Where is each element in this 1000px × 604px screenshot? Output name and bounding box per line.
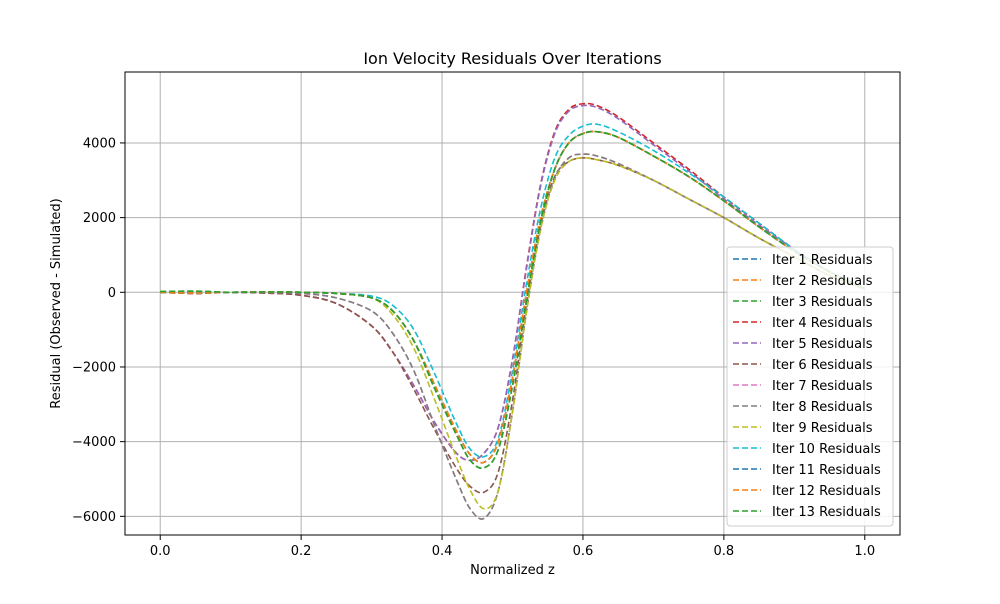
x-tick-label: 0.8 [714, 544, 735, 559]
x-tick-label: 0.4 [432, 544, 453, 559]
series-line-iter-10 [160, 123, 866, 458]
x-tick-label: 0.6 [573, 544, 594, 559]
x-axis-label: Normalized z [470, 563, 555, 578]
series-line-iter-9 [160, 157, 866, 510]
x-tick-label: 1.0 [854, 544, 875, 559]
legend-label: Iter 3 Residuals [772, 295, 873, 310]
axis-ticks: 0.0 0.2 0.4 0.6 0.8 1.0 −6000 −4000 −2000 0 2000 40… [72, 136, 875, 559]
y-tick-label: 2000 [83, 211, 116, 226]
legend-label: Iter 4 Residuals [772, 316, 873, 331]
legend-label: Iter 5 Residuals [772, 337, 873, 352]
x-tick-label: 0.2 [291, 544, 312, 559]
legend-label: Iter 12 Residuals [772, 484, 881, 499]
legend-label: Iter 2 Residuals [772, 274, 873, 289]
legend-label: Iter 13 Residuals [772, 505, 881, 520]
legend-label: Iter 6 Residuals [772, 358, 873, 373]
y-tick-label: −2000 [72, 360, 116, 375]
series-line-iter-5 [160, 104, 866, 462]
plot-frame [124, 71, 901, 536]
legend-label: Iter 10 Residuals [772, 442, 881, 457]
legend-label: Iter 7 Residuals [772, 379, 873, 394]
x-tick-label: 0.0 [150, 544, 171, 559]
y-tick-label: 4000 [83, 136, 116, 151]
series-lines [160, 102, 866, 520]
series-line-iter-13 [160, 130, 866, 470]
legend-box [726, 246, 894, 527]
legend-label: Iter 9 Residuals [772, 421, 873, 436]
y-tick-label: −4000 [72, 435, 116, 450]
legend-label: Iter 8 Residuals [772, 400, 873, 415]
legend-label: Iter 11 Residuals [772, 463, 881, 478]
chart-title: Ion Velocity Residuals Over Iterations [363, 49, 661, 68]
legend-label: Iter 1 Residuals [772, 253, 873, 268]
y-tick-label: −6000 [72, 510, 116, 525]
y-tick-label: 0 [108, 286, 116, 301]
y-axis-label: Residual (Observed - Simulated) [49, 198, 64, 408]
legend: Iter 1 Residuals Iter 2 Residuals Iter 3 R… [726, 246, 894, 527]
